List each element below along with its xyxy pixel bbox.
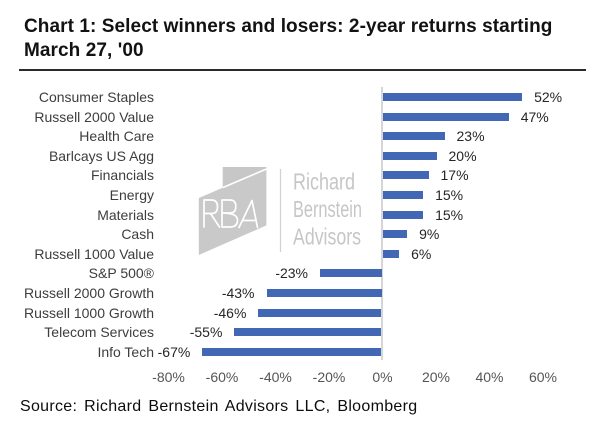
svg-text:Richard: Richard <box>293 169 355 195</box>
svg-text:Bernstein: Bernstein <box>293 196 362 222</box>
svg-text:Advisors: Advisors <box>293 224 361 250</box>
